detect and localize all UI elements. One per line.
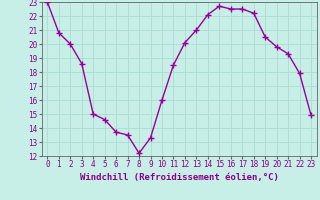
X-axis label: Windchill (Refroidissement éolien,°C): Windchill (Refroidissement éolien,°C) — [80, 173, 279, 182]
